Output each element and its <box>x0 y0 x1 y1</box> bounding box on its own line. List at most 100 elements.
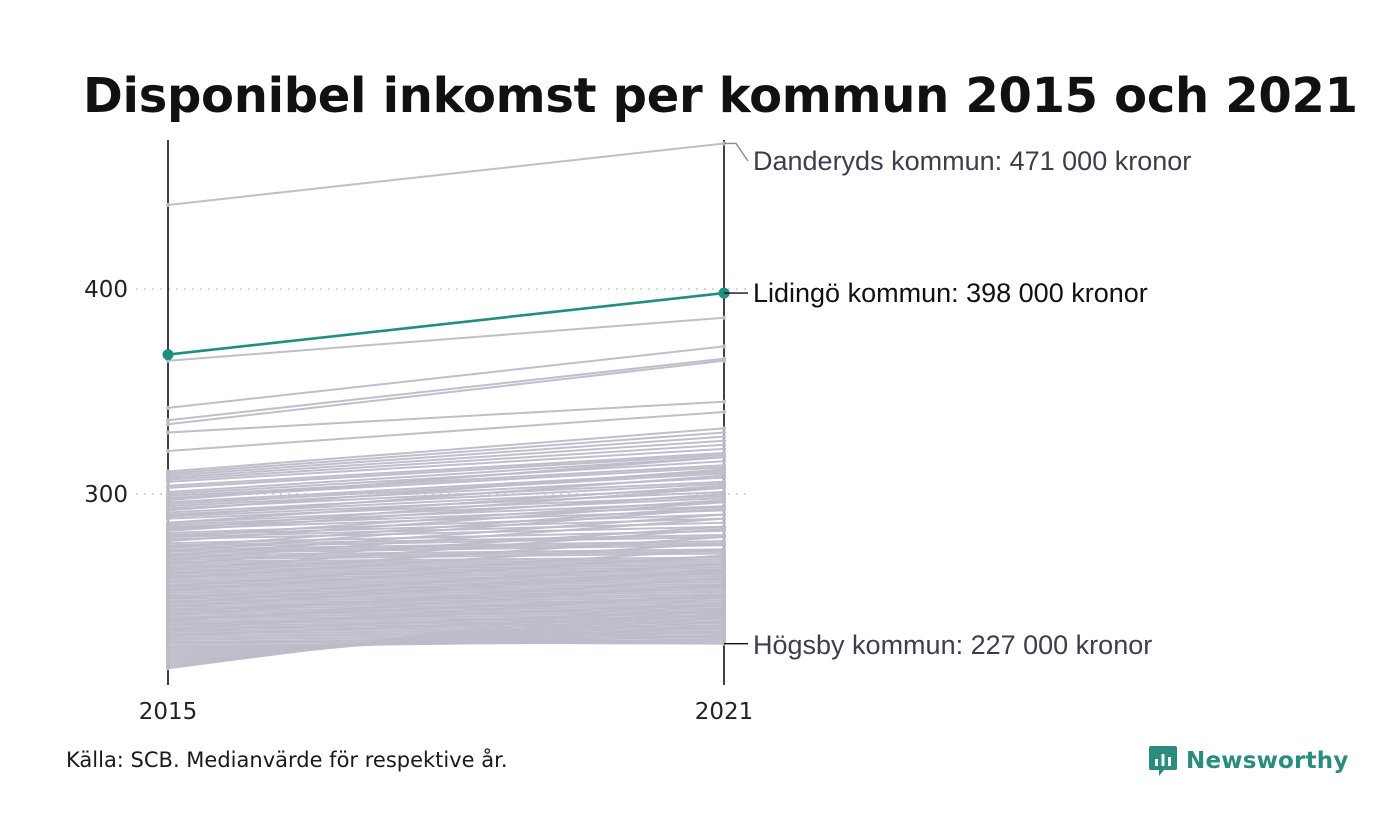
series-line <box>167 468 725 512</box>
series-point <box>722 446 726 451</box>
series-line <box>167 439 725 479</box>
series-line <box>167 400 725 434</box>
series-point <box>166 596 170 601</box>
newsworthy-logo-icon <box>1149 746 1177 776</box>
series-point <box>166 430 170 435</box>
series-line <box>167 620 725 659</box>
series-line <box>167 616 725 662</box>
series-line <box>167 630 725 653</box>
series-line <box>167 562 725 600</box>
label-danderyd-leader <box>724 142 749 162</box>
series-line <box>167 464 725 498</box>
series-point <box>166 608 170 613</box>
series-point <box>166 604 170 609</box>
series-line <box>167 472 725 506</box>
series-point <box>722 473 726 478</box>
series-line <box>167 411 725 452</box>
series-line <box>167 536 725 549</box>
series-line <box>167 443 725 481</box>
series-line <box>167 568 725 575</box>
series-point <box>722 358 726 363</box>
series-line <box>167 435 725 477</box>
series-line <box>167 613 725 637</box>
series-line <box>167 566 725 573</box>
series-point <box>722 608 726 613</box>
series-point <box>166 405 170 410</box>
series-line <box>167 587 725 594</box>
series-line <box>167 593 725 631</box>
x-tick-label: 2015 <box>139 699 198 725</box>
series-point <box>166 627 170 632</box>
series-point <box>722 602 726 607</box>
series-point <box>722 315 726 320</box>
series-point <box>166 576 170 581</box>
series-line <box>167 568 725 604</box>
series-point <box>166 479 170 484</box>
series-point <box>166 584 170 589</box>
series-line <box>167 570 725 577</box>
label-danderyd: Danderyds kommun: 471 000 kronor <box>753 146 1191 176</box>
series-line <box>167 585 725 592</box>
series-point <box>722 430 726 435</box>
series-point <box>166 202 170 207</box>
series-point <box>166 553 170 558</box>
series-line <box>167 474 725 518</box>
highlight-point <box>162 349 174 361</box>
series-point <box>166 623 170 628</box>
series-point <box>722 623 726 628</box>
series-line <box>167 624 725 657</box>
series-point <box>722 442 726 447</box>
series-line <box>167 357 725 422</box>
series-line <box>167 447 725 483</box>
series-line <box>167 591 725 598</box>
series-point <box>166 422 170 427</box>
series-line <box>167 486 725 530</box>
series-line <box>167 345 725 409</box>
series-line <box>167 501 725 543</box>
series-point <box>722 426 726 431</box>
series-line <box>167 577 725 616</box>
series-point <box>722 434 726 439</box>
series-point <box>722 535 726 540</box>
y-tick-label: 400 <box>84 277 128 303</box>
series-point <box>722 410 726 414</box>
series-line <box>167 552 725 561</box>
series-point <box>722 553 726 558</box>
series-point <box>722 612 726 617</box>
series-line <box>167 493 725 532</box>
series-point <box>166 514 170 519</box>
series-line <box>167 579 725 586</box>
series-point <box>722 592 726 597</box>
brand-logo: Newsworthy <box>1148 744 1349 778</box>
grid-lines <box>136 288 748 495</box>
series-line <box>167 640 725 645</box>
series-line <box>167 638 725 649</box>
series-line <box>167 427 725 473</box>
series-point <box>166 539 170 544</box>
series-point <box>722 541 726 546</box>
highlight-line <box>167 291 725 356</box>
series-point <box>166 666 170 671</box>
series-line <box>167 581 725 588</box>
series-line <box>167 603 725 627</box>
label-hogsby: Högsby kommun: 227 000 kronor <box>753 630 1152 660</box>
series-line <box>167 554 725 592</box>
series-point <box>166 612 170 617</box>
series-point <box>722 492 726 496</box>
series-line <box>167 456 725 493</box>
series-point <box>722 619 726 624</box>
series-line <box>167 456 725 502</box>
series-point <box>722 520 726 525</box>
series-point <box>722 576 726 581</box>
series-line <box>167 607 725 614</box>
background-series-lines <box>166 141 726 671</box>
series-point <box>722 524 726 529</box>
series-point <box>166 588 170 593</box>
series-line <box>167 513 725 557</box>
series-line <box>167 560 725 567</box>
series-point <box>722 637 726 642</box>
series-point <box>166 508 170 513</box>
series-line <box>167 536 725 575</box>
series-line <box>167 597 725 604</box>
series-line <box>167 577 725 584</box>
